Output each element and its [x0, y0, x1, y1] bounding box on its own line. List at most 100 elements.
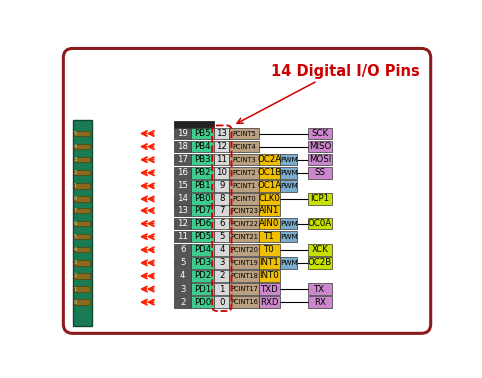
Bar	[174, 141, 191, 152]
Text: 5: 5	[73, 234, 77, 239]
Bar	[308, 296, 332, 308]
Text: PD5: PD5	[194, 232, 212, 241]
Bar	[229, 270, 259, 282]
Bar	[214, 205, 229, 216]
Text: OC2B: OC2B	[308, 259, 332, 267]
Bar	[191, 257, 214, 269]
Bar	[259, 244, 281, 256]
Bar	[259, 283, 281, 295]
Text: INT1: INT1	[260, 259, 280, 267]
Bar	[174, 154, 191, 166]
Text: XCK: XCK	[311, 245, 328, 254]
Bar	[191, 193, 214, 205]
Bar	[229, 296, 259, 308]
Bar	[229, 283, 259, 295]
Text: SCK: SCK	[311, 129, 328, 138]
Text: PCINT22: PCINT22	[230, 221, 258, 227]
Bar	[174, 296, 191, 308]
Text: 0: 0	[73, 300, 77, 305]
Text: TXD: TXD	[261, 285, 279, 294]
Bar	[308, 257, 332, 269]
Text: PB4: PB4	[195, 142, 211, 151]
Bar	[281, 257, 297, 269]
Text: 1: 1	[73, 287, 77, 291]
Bar	[229, 141, 259, 152]
Text: PCINT3: PCINT3	[232, 157, 256, 163]
Bar	[229, 167, 259, 178]
Bar	[174, 283, 191, 295]
Text: 6: 6	[180, 245, 186, 254]
Bar	[259, 270, 281, 282]
Text: 15: 15	[177, 181, 188, 191]
Text: 1: 1	[73, 183, 77, 188]
Bar	[174, 128, 191, 139]
Bar	[229, 193, 259, 205]
Text: 3: 3	[73, 260, 77, 265]
Text: 19: 19	[177, 129, 188, 138]
Bar	[229, 128, 259, 139]
Bar	[259, 154, 281, 166]
FancyBboxPatch shape	[63, 48, 431, 333]
Bar	[191, 154, 214, 166]
Text: 0: 0	[73, 197, 77, 201]
Bar	[308, 193, 332, 205]
Bar	[191, 296, 214, 308]
Bar	[281, 180, 297, 192]
Text: 7: 7	[73, 208, 77, 213]
Text: PWM: PWM	[280, 183, 298, 189]
Bar	[259, 231, 281, 242]
Text: OC0A: OC0A	[308, 219, 332, 228]
Text: 1: 1	[219, 285, 225, 294]
Text: 4: 4	[180, 271, 186, 280]
Bar	[74, 131, 91, 136]
Bar	[174, 193, 191, 205]
Text: PD2: PD2	[194, 271, 212, 280]
Text: 16: 16	[177, 168, 188, 177]
Bar	[229, 231, 259, 242]
Bar	[191, 167, 214, 178]
Text: PD6: PD6	[194, 219, 212, 228]
Text: PCINT1: PCINT1	[232, 183, 256, 189]
Text: PCINT19: PCINT19	[230, 260, 258, 266]
Text: PD4: PD4	[194, 245, 212, 254]
Bar	[229, 244, 259, 256]
Bar	[174, 231, 191, 242]
Bar	[74, 196, 91, 202]
Bar	[191, 231, 214, 242]
Text: 13: 13	[216, 129, 228, 138]
Text: PB5: PB5	[195, 129, 211, 138]
Bar	[308, 154, 332, 166]
Bar	[281, 218, 297, 229]
Text: T1: T1	[264, 232, 275, 241]
Text: 2: 2	[73, 273, 77, 279]
Bar	[191, 205, 214, 216]
Bar	[174, 121, 214, 128]
Bar	[281, 167, 297, 178]
Bar	[191, 141, 214, 152]
Text: INT0: INT0	[260, 271, 280, 280]
Bar	[174, 205, 191, 216]
Bar	[74, 287, 91, 292]
Text: PD3: PD3	[194, 259, 212, 267]
Text: 6: 6	[219, 219, 225, 228]
Bar	[214, 270, 229, 282]
Text: 4: 4	[73, 247, 77, 252]
Bar	[174, 180, 191, 192]
Text: PB2: PB2	[195, 168, 211, 177]
Bar	[229, 180, 259, 192]
Text: PCINT0: PCINT0	[232, 196, 256, 202]
Text: 9: 9	[219, 181, 225, 191]
Text: ICP1: ICP1	[310, 194, 329, 203]
Bar	[191, 180, 214, 192]
Text: PB1: PB1	[195, 181, 211, 191]
Bar	[214, 296, 229, 308]
Bar	[74, 208, 91, 213]
Bar	[229, 154, 259, 166]
Bar	[74, 247, 91, 253]
Bar	[214, 167, 229, 178]
Text: T0: T0	[264, 245, 275, 254]
Bar	[259, 167, 281, 178]
Bar	[191, 218, 214, 229]
Text: PWM: PWM	[280, 221, 298, 227]
Bar	[74, 260, 91, 266]
